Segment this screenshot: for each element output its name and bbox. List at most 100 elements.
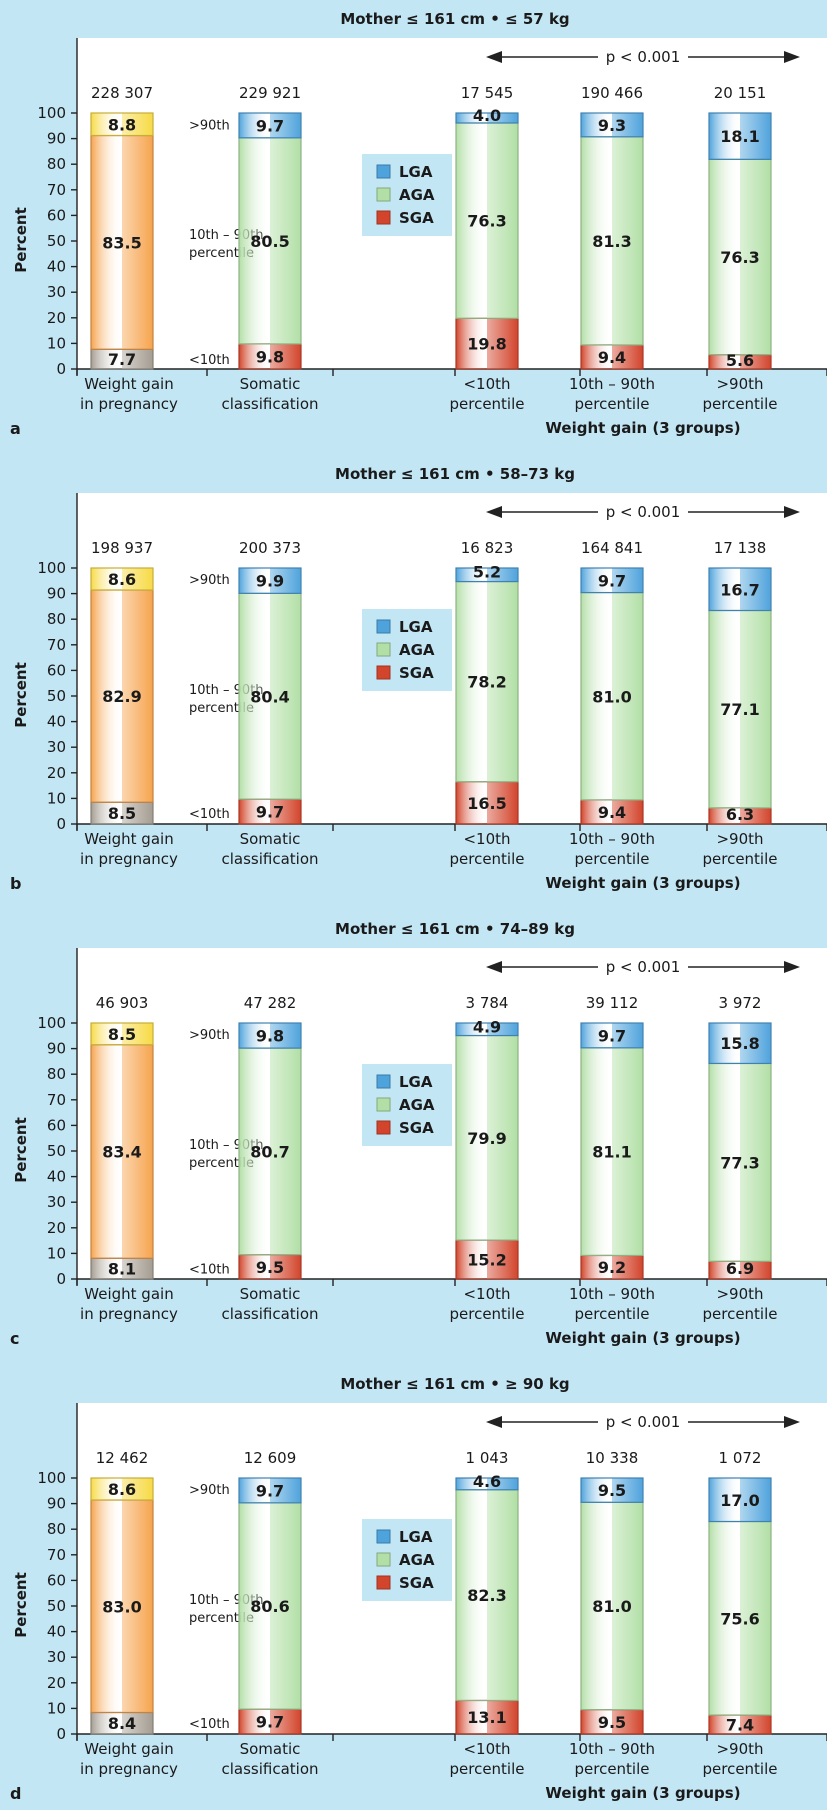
data-label-weight-gain-gt90: 8.5 [108, 1025, 136, 1044]
bar-count-label: 16 823 [461, 539, 514, 557]
x-group-label: Weight gain (3 groups) [545, 1784, 740, 1802]
bar-lga [238, 112, 302, 139]
y-tick-label: 80 [47, 610, 66, 628]
bar-lga [708, 1022, 772, 1065]
category-label-line1: Somatic [240, 375, 301, 393]
bar-aga [455, 1489, 519, 1702]
bar-aga [238, 1502, 302, 1710]
legend-label-lga: LGA [399, 163, 433, 181]
data-label-aga: 76.3 [720, 248, 759, 267]
p-value-label: p < 0.001 [606, 958, 681, 976]
legend-swatch-sga [376, 1575, 391, 1590]
data-label-lga: 5.2 [473, 563, 501, 582]
bar-aga [708, 158, 772, 356]
bar-aga [455, 1034, 519, 1241]
bar-count-label: 198 937 [91, 539, 153, 557]
data-label-sga: 19.8 [467, 335, 506, 354]
data-label-lga: 17.0 [720, 1491, 759, 1510]
data-label-sga: 16.5 [467, 794, 506, 813]
y-tick-label: 10 [47, 1244, 66, 1262]
y-tick-label: 10 [47, 789, 66, 807]
y-tick-label: 50 [47, 687, 66, 705]
category-label-line1: 10th – 90th [569, 830, 655, 848]
data-label-sga: 7.4 [726, 1716, 754, 1735]
category-label-line1: <10th [463, 830, 510, 848]
x-group-label: Weight gain (3 groups) [545, 1329, 740, 1347]
bar-count-label: 20 151 [714, 84, 767, 102]
data-label-sga: 9.5 [598, 1713, 626, 1732]
legend: LGA AGA SGA [362, 1519, 452, 1601]
bar-aga [708, 1062, 772, 1262]
category-label-line1: >90th [716, 1285, 763, 1303]
panel-b: Mother ≤ 161 cm • 58–73 kg 0 10 20 30 40 50 60 7… [10, 465, 827, 893]
legend-swatch-sga [376, 665, 391, 680]
data-label-sga: 9.7 [256, 1713, 284, 1732]
p-arrow-head-left [486, 506, 502, 518]
y-tick-label: 20 [47, 1674, 66, 1692]
data-label-aga: 77.3 [720, 1153, 759, 1172]
percentile-label-lt10: <10th [189, 807, 230, 822]
data-label-sga: 13.1 [467, 1708, 506, 1727]
y-tick-label: 10 [47, 1699, 66, 1717]
p-arrow-head-right [784, 961, 800, 973]
legend-swatch-lga [376, 619, 391, 634]
y-tick-label: 10 [47, 334, 66, 352]
category-label-line2: classification [221, 1305, 318, 1323]
category-label-line2: percentile [574, 1760, 649, 1778]
legend-label-aga: AGA [399, 186, 435, 204]
bar-aga [708, 609, 772, 809]
legend-swatch-aga [376, 1097, 391, 1112]
data-label-aga: 80.6 [250, 1597, 289, 1616]
category-label-line2: percentile [574, 395, 649, 413]
bar-lga [238, 1477, 302, 1504]
percentile-label-mid-line2: percentile [189, 1611, 254, 1626]
y-tick-label: 90 [47, 130, 66, 148]
legend: LGA AGA SGA [362, 609, 452, 691]
category-label-line2: percentile [702, 395, 777, 413]
y-tick-label: 20 [47, 1219, 66, 1237]
data-label-lga: 16.7 [720, 580, 759, 599]
category-label-line1: >90th [716, 375, 763, 393]
bar-weight-gain-gt90 [90, 1477, 154, 1501]
bar-lga [455, 112, 519, 124]
p-arrow-head-right [784, 51, 800, 63]
category-label-line2: percentile [449, 1760, 524, 1778]
y-tick-label: 70 [47, 1546, 66, 1564]
bar-sga [580, 1709, 644, 1735]
x-group-label: Weight gain (3 groups) [545, 419, 740, 437]
bar-weight-gain-gt90 [90, 112, 154, 137]
y-tick-label: 40 [47, 713, 66, 731]
category-label-line1: 10th – 90th [569, 375, 655, 393]
bar-aga [238, 1047, 302, 1256]
bar-lga [455, 567, 519, 583]
bar-sga [238, 1708, 302, 1735]
y-tick-label: 100 [37, 1014, 66, 1032]
y-tick-label: 60 [47, 661, 66, 679]
data-label-weight-gain-mid: 83.4 [102, 1143, 141, 1162]
legend-label-aga: AGA [399, 1551, 435, 1569]
category-label-line1: 10th – 90th [569, 1285, 655, 1303]
y-tick-label: 50 [47, 1142, 66, 1160]
legend-label-lga: LGA [399, 1528, 433, 1546]
legend-swatch-lga [376, 164, 391, 179]
bar-count-label: 228 307 [91, 84, 153, 102]
data-label-lga: 9.8 [256, 1027, 284, 1046]
data-label-sga: 6.9 [726, 1259, 754, 1278]
y-tick-label: 80 [47, 1065, 66, 1083]
data-label-weight-gain-mid: 83.0 [102, 1597, 141, 1616]
p-value-label: p < 0.001 [606, 503, 681, 521]
panel-title: Mother ≤ 161 cm • 74–89 kg [335, 920, 575, 938]
legend: LGA AGA SGA [362, 154, 452, 236]
bar-count-label: 164 841 [581, 539, 643, 557]
y-tick-label: 40 [47, 1168, 66, 1186]
category-label-line1: 10th – 90th [569, 1740, 655, 1758]
panel-letter: b [10, 874, 21, 893]
bar-lga [455, 1022, 519, 1037]
legend-swatch-lga [376, 1529, 391, 1544]
data-label-lga: 9.5 [598, 1481, 626, 1500]
bar-count-label: 200 373 [239, 539, 301, 557]
bar-lga [708, 1477, 772, 1523]
panel-a: Mother ≤ 161 cm • ≤ 57 kg 0 10 20 30 40 50 60 70… [10, 10, 827, 438]
legend-label-lga: LGA [399, 618, 433, 636]
y-tick-label: 80 [47, 155, 66, 173]
